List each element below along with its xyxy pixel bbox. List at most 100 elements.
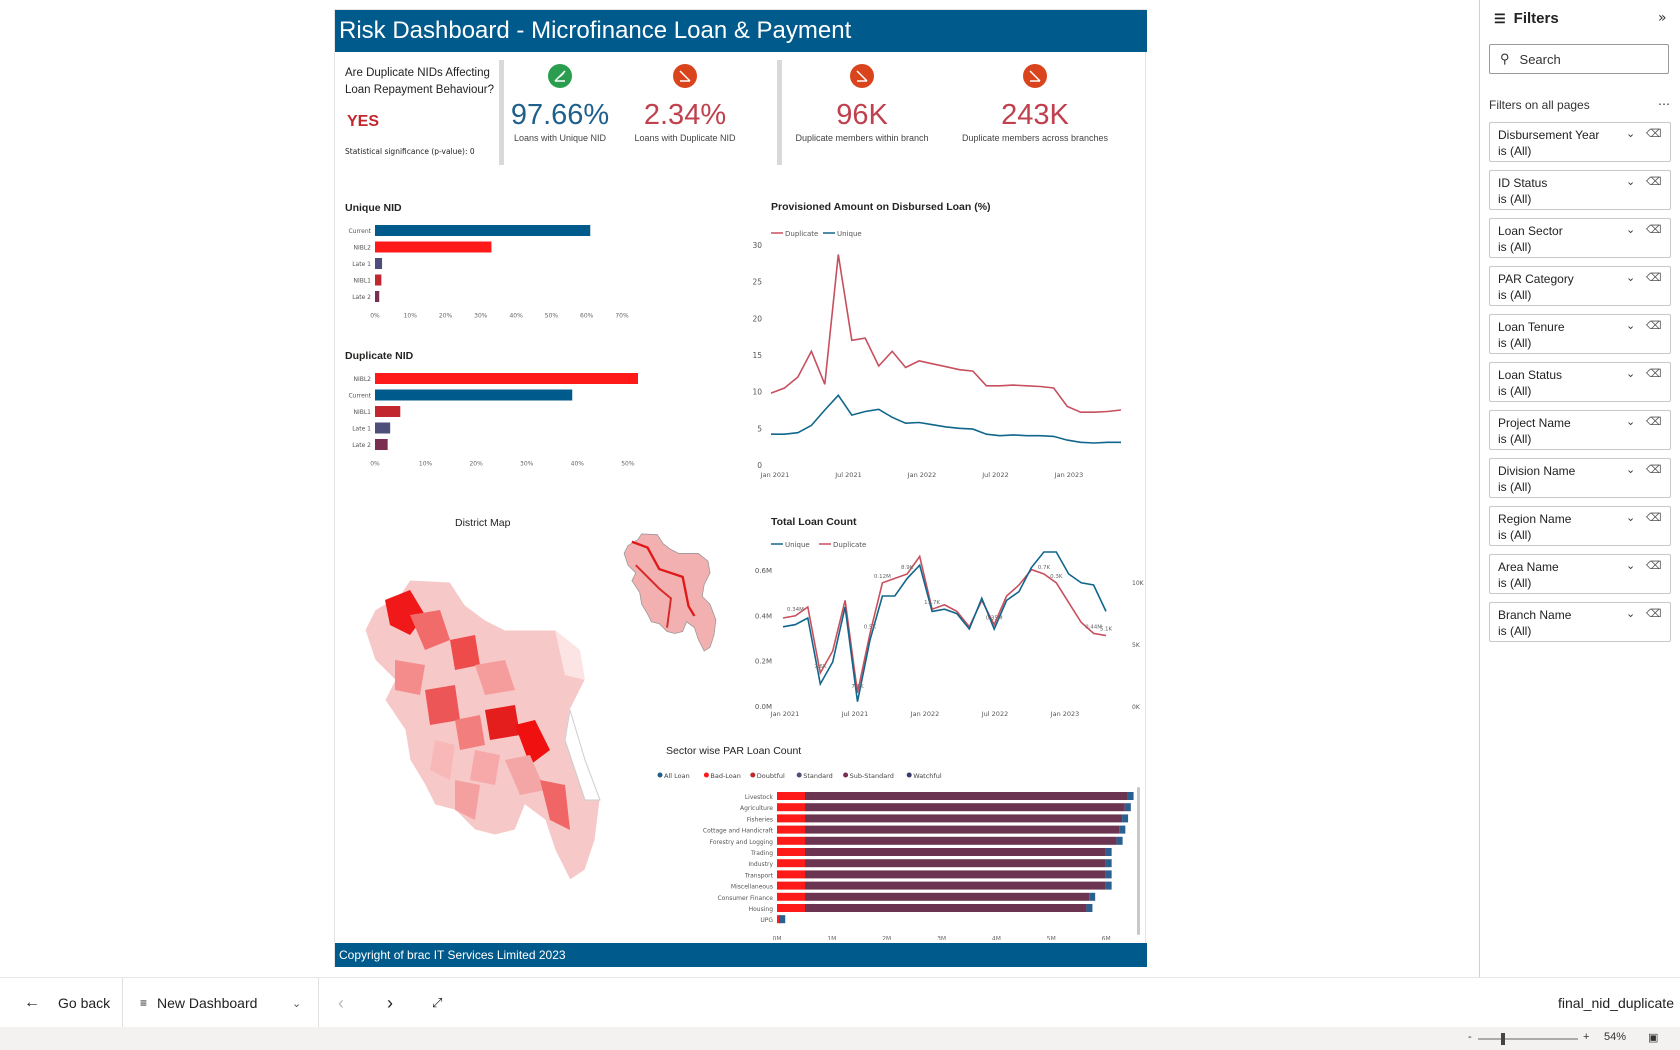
clear-filter-icon[interactable]: ⌫ (1646, 512, 1662, 524)
unique-series-line (771, 394, 1121, 444)
kpi-duplicate-across-branches[interactable]: 243K Duplicate members across branches (960, 64, 1110, 143)
filters-section-label: Filters on all pages (1489, 98, 1590, 112)
unique-nid-chart[interactable]: Current NIBL2 Late 1 NIBL1 Late 2 0% 10% 20% 30%… (335, 220, 695, 340)
legend-label: Standard (803, 772, 833, 780)
clear-filter-icon[interactable]: ⌫ (1646, 272, 1662, 284)
kpi-duplicate-nid[interactable]: 2.34% Loans with Duplicate NID (620, 64, 750, 143)
loan-count-chart[interactable]: Unique Duplicate 0.0M 0.2M 0.4M 0.6M 0K 5K 10K Ja… (735, 530, 1145, 725)
data-label: 7.6K (851, 684, 864, 690)
zoom-in-button[interactable]: + (1583, 1031, 1590, 1043)
x-tick-label: Jan 2022 (910, 710, 940, 718)
chevron-down-icon[interactable]: ⌄ (1626, 464, 1636, 476)
chevron-down-icon[interactable]: ⌄ (1626, 368, 1636, 380)
clear-filter-icon[interactable]: ⌫ (1646, 176, 1662, 188)
clear-filter-icon[interactable]: ⌫ (1646, 368, 1662, 380)
page-selector[interactable]: ≡ New Dashboard ⌄ (140, 978, 310, 1028)
separator (777, 60, 782, 165)
x-tick-label: Jan 2023 (1050, 710, 1080, 718)
clear-filter-icon[interactable]: ⌫ (1646, 560, 1662, 572)
filter-card-id-status[interactable]: ID Status is (All) ⌄ ⌫ (1489, 170, 1671, 210)
legend-duplicate: Duplicate (833, 541, 866, 549)
category-label: Agriculture (740, 805, 773, 812)
fit-page-icon[interactable]: ▣ (1648, 1032, 1659, 1044)
zoom-out-button[interactable]: - (1468, 1031, 1472, 1043)
trend-down-icon (850, 64, 874, 88)
kpi-value: 97.66% (510, 99, 610, 131)
chevron-down-icon[interactable]: ⌄ (1626, 128, 1636, 140)
bar-all-loan (779, 915, 786, 924)
kpi-label: Loans with Unique NID (513, 133, 607, 143)
category-label: Forestry and Logging (710, 839, 774, 846)
chevron-down-icon[interactable]: ⌄ (1626, 560, 1636, 572)
bar-bad-loan (777, 870, 805, 879)
filter-name: ID Status (1498, 176, 1548, 190)
filter-card-project-name[interactable]: Project Name is (All) ⌄ ⌫ (1489, 410, 1671, 450)
category-label: NIBL2 (353, 245, 371, 252)
filter-card-par-category[interactable]: PAR Category is (All) ⌄ ⌫ (1489, 266, 1671, 306)
bar-standard (805, 892, 1090, 901)
trend-down-icon (673, 64, 697, 88)
bar-all-loan (1127, 792, 1134, 800)
clear-filter-icon[interactable]: ⌫ (1646, 128, 1662, 140)
y-tick-label: 0.4M (755, 612, 772, 620)
chevron-down-icon[interactable]: ⌄ (1626, 512, 1636, 524)
zoom-slider-thumb[interactable] (1501, 1033, 1505, 1045)
filter-card-branch-name[interactable]: Branch Name is (All) ⌄ ⌫ (1489, 602, 1671, 642)
filter-card-division-name[interactable]: Division Name is (All) ⌄ ⌫ (1489, 458, 1671, 498)
legend-marker (796, 772, 802, 778)
chevron-down-icon[interactable]: ⌄ (1626, 224, 1636, 236)
filter-card-disbursement-year[interactable]: Disbursement Year is (All) ⌄ ⌫ (1489, 122, 1671, 162)
legend-unique: Unique (785, 541, 810, 549)
kpi-label: Duplicate members across branches (961, 133, 1109, 143)
bar-all-loan (1105, 881, 1112, 890)
sector-par-chart[interactable]: All Loan Bad-Loan Doubtful Standard Sub-Stan… (635, 762, 1145, 940)
previous-page-button[interactable]: ‹ (338, 992, 344, 1013)
kpi-unique-nid[interactable]: 97.66% Loans with Unique NID (495, 64, 625, 143)
category-label: Trading (750, 850, 773, 857)
clear-filter-icon[interactable]: ⌫ (1646, 224, 1662, 236)
filter-search-input[interactable]: ⚲ Search (1489, 44, 1669, 74)
clear-filter-icon[interactable]: ⌫ (1646, 464, 1662, 476)
filter-state: is (All) (1498, 240, 1532, 254)
next-page-button[interactable]: › (387, 992, 393, 1013)
district-map-thumbnail[interactable] (619, 530, 719, 655)
category-label: Late 2 (352, 442, 371, 449)
legend-label: All Loan (664, 772, 690, 780)
category-label: Late 2 (352, 294, 371, 301)
filter-card-region-name[interactable]: Region Name is (All) ⌄ ⌫ (1489, 506, 1671, 546)
fit-to-page-icon[interactable]: ⤢ (432, 995, 443, 1010)
x-tick-label: Jul 2022 (981, 710, 1008, 718)
zoom-level: 54% (1604, 1031, 1627, 1043)
chevron-down-icon[interactable]: ⌄ (1626, 320, 1636, 332)
district-map[interactable] (355, 570, 605, 890)
trend-down-icon (1023, 64, 1047, 88)
x-tick-label: Jan 2023 (1054, 471, 1084, 479)
provisioned-chart[interactable]: Duplicate Unique 0 5 10 15 20 25 30 Jan 2021 Jul 2… (735, 215, 1135, 480)
chevron-down-icon[interactable]: ⌄ (1626, 416, 1636, 428)
filter-state: is (All) (1498, 576, 1532, 590)
clear-filter-icon[interactable]: ⌫ (1646, 416, 1662, 428)
bar (375, 439, 388, 450)
tick-label: 20% (469, 461, 483, 468)
filter-card-loan-tenure[interactable]: Loan Tenure is (All) ⌄ ⌫ (1489, 314, 1671, 354)
clear-filter-icon[interactable]: ⌫ (1646, 320, 1662, 332)
filter-card-loan-sector[interactable]: Loan Sector is (All) ⌄ ⌫ (1489, 218, 1671, 258)
zoom-slider[interactable] (1478, 1032, 1578, 1046)
filter-state: is (All) (1498, 192, 1532, 206)
more-options-icon[interactable]: … (1658, 94, 1670, 108)
collapse-pane-icon[interactable]: » (1658, 10, 1667, 26)
chevron-down-icon[interactable]: ⌄ (1626, 272, 1636, 284)
filter-card-loan-status[interactable]: Loan Status is (All) ⌄ ⌫ (1489, 362, 1671, 402)
duplicate-nid-chart[interactable]: NIBL2 Current NIBL1 Late 1 Late 2 0% 10% 20% 30%… (335, 368, 695, 488)
clear-filter-icon[interactable]: ⌫ (1646, 608, 1662, 620)
go-back-button[interactable]: ← Go back (24, 978, 110, 1028)
bar (375, 274, 382, 286)
bar-bad-loan (777, 814, 805, 823)
kpi-duplicate-within-branch[interactable]: 96K Duplicate members within branch (787, 64, 937, 143)
category-label: Current (348, 393, 371, 400)
chevron-down-icon[interactable]: ⌄ (1626, 608, 1636, 620)
category-label: Transport (744, 872, 774, 879)
filter-card-area-name[interactable]: Area Name is (All) ⌄ ⌫ (1489, 554, 1671, 594)
chevron-down-icon[interactable]: ⌄ (1626, 176, 1636, 188)
bar-bad-loan (777, 881, 805, 890)
